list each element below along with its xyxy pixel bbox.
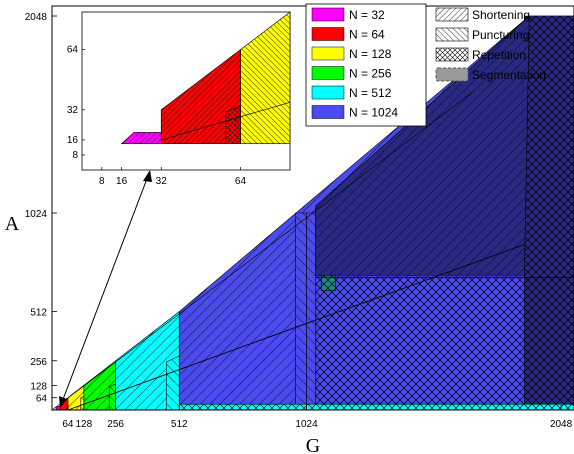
- inset-y-tick-label: 64: [67, 45, 79, 56]
- zoom-arrow-line: [61, 175, 149, 403]
- x-tick-label: 2048: [550, 419, 573, 430]
- legend-swatch-n1024: [311, 105, 345, 119]
- region-n512-repetition-hatch: [179, 403, 574, 411]
- legend-label-repetition: Repetition: [472, 48, 526, 62]
- plot-area: [51, 15, 574, 411]
- legend-swatch-n32: [311, 7, 345, 22]
- y-tick-label: 1024: [25, 209, 48, 220]
- legend-swatch-n64: [311, 27, 345, 41]
- y-axis-label: A: [5, 213, 20, 235]
- legend-swatch-repetition: [435, 47, 469, 62]
- region-n128-puncturing-hatch: [80, 396, 85, 411]
- region-n256-puncturing-hatch: [108, 383, 116, 411]
- trend-line: [67, 244, 525, 411]
- x-tick-label: 512: [171, 419, 188, 430]
- legend-label-n128: N = 128: [349, 47, 392, 61]
- legend-label-puncturing: Puncturing: [472, 28, 529, 42]
- x-tick-label: 1024: [295, 419, 318, 430]
- legend-methods: Shortening Puncturing Repetition Segmentati…: [435, 7, 546, 82]
- legend-swatch-puncturing: [435, 27, 469, 42]
- legend-label-shortening: Shortening: [472, 8, 530, 22]
- legend-label-n64: N = 64: [349, 28, 385, 42]
- legend-swatch-shortening: [435, 7, 469, 22]
- region-inset-n32-hatch: [120, 132, 162, 144]
- axis-labels: GA: [5, 213, 320, 454]
- region-n1024-segmentation-hatch: [321, 274, 336, 292]
- region-n512-puncturing-hatch: [166, 355, 180, 411]
- y-tick-label: 64: [36, 394, 48, 405]
- legend-label-segmentation: Segmentation: [472, 68, 546, 82]
- x-tick-label: 256: [107, 419, 124, 430]
- zoom-arrow-head-bottom: [59, 396, 67, 408]
- zoom-arrow-head-top: [143, 170, 152, 182]
- inset-x-tick-label: 64: [235, 176, 247, 187]
- y-tick-label: 256: [30, 357, 47, 368]
- inset-x-tick-label: 8: [99, 176, 105, 187]
- legend-label-n32: N = 32: [349, 8, 385, 22]
- inset-trend-line: [161, 101, 291, 141]
- legend-label-n256: N = 256: [349, 67, 392, 81]
- inset-x-tick-label: 32: [156, 176, 168, 187]
- x-tick-label: 128: [75, 419, 92, 430]
- x-axis-label: G: [306, 435, 320, 454]
- legend-swatch-n128: [311, 46, 345, 61]
- y-tick-label: 2048: [25, 12, 48, 23]
- region-inset-n64-rep-hatch: [225, 105, 241, 144]
- inset-x-tick-label: 16: [116, 176, 128, 187]
- region-n1024-puncturing-hatch: [295, 212, 316, 411]
- legend-swatch-n512: [311, 85, 345, 100]
- inset-y-tick-label: 8: [72, 150, 78, 161]
- region-inset-n64-hatch: [160, 48, 241, 144]
- legend-swatch-n256: [311, 66, 345, 80]
- y-tick-label: 128: [30, 381, 47, 392]
- legend-label-n512: N = 512: [349, 86, 392, 100]
- inset-y-tick-label: 16: [67, 135, 79, 146]
- legend-label-n1024: N = 1024: [349, 106, 398, 120]
- y-tick-label: 512: [30, 308, 47, 319]
- legend-block-sizes: N = 32 N = 64 N = 128 N = 256 N = 512 N = 102…: [305, 3, 427, 127]
- inset-chart: 8 16 32 64 8 16 32 64: [59, 11, 291, 408]
- diagonal-line: [51, 90, 475, 411]
- legend-swatch-segmentation: [435, 67, 469, 82]
- x-tick-label: 64: [62, 419, 74, 430]
- inset-y-tick-label: 32: [67, 105, 79, 116]
